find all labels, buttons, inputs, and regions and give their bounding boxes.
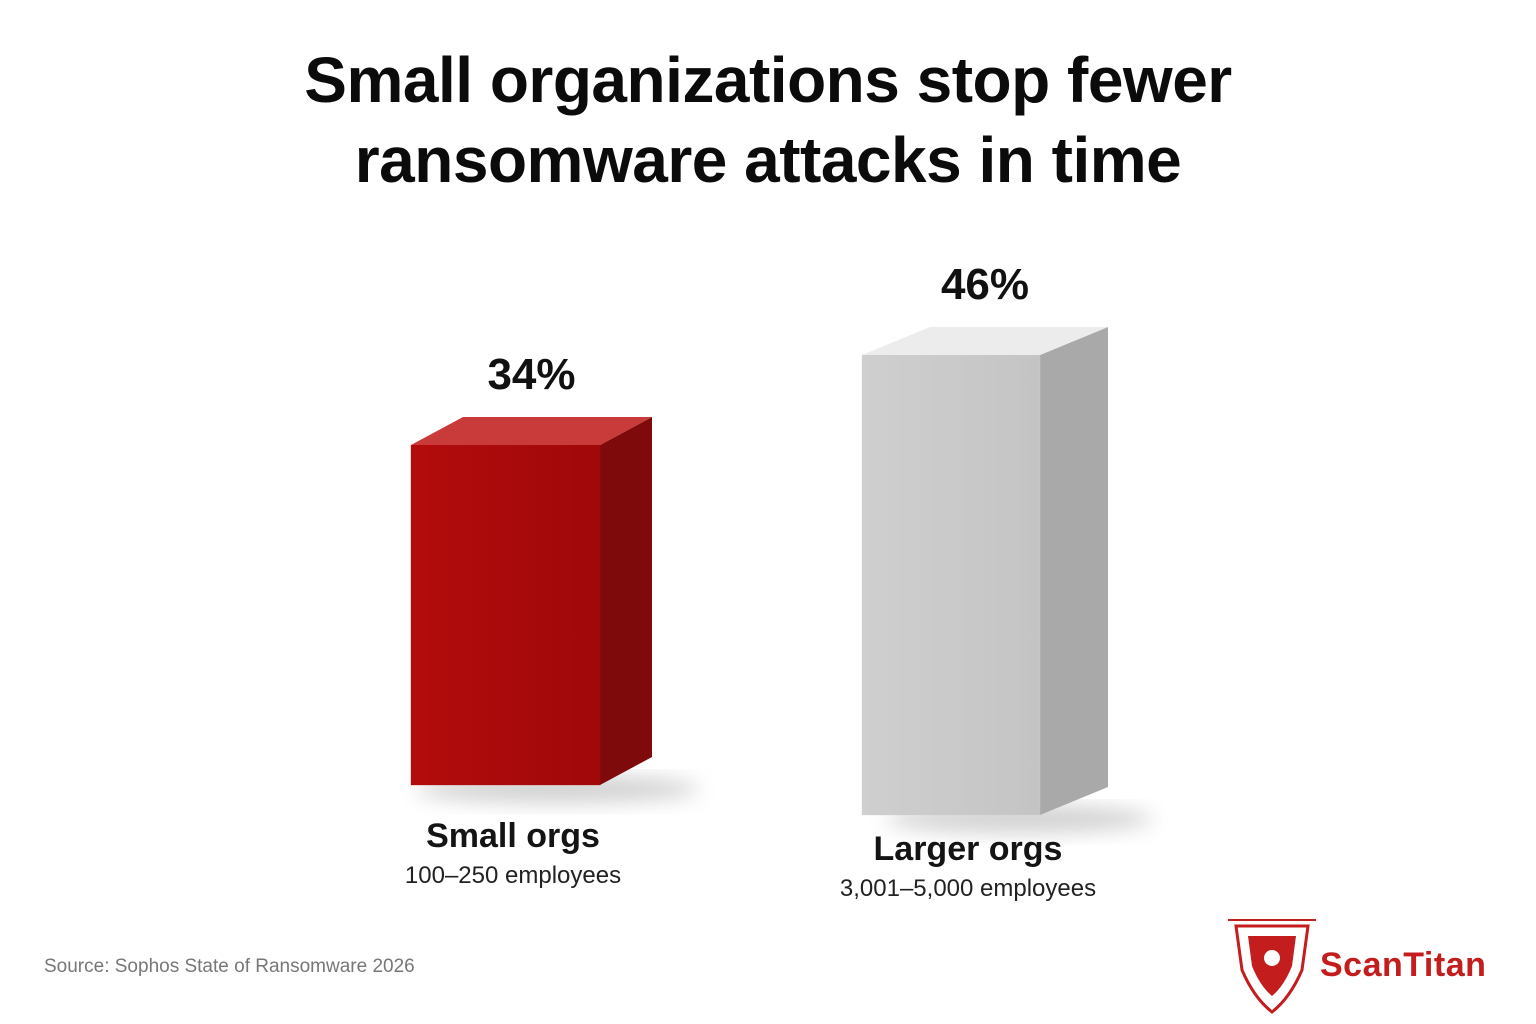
bar (410, 444, 601, 786)
bar-side (600, 417, 652, 785)
brand-name: ScanTitan (1320, 946, 1487, 984)
bar-top (862, 327, 1108, 355)
bar-side (1040, 327, 1108, 815)
category-note: 100–250 employees (405, 862, 621, 889)
bars: 34% Small orgs 100–250 employees 46% Larger … (405, 260, 1153, 902)
source-note: Source: Sophos State of Ransomware 2026 (44, 956, 415, 977)
bar (861, 354, 1041, 816)
value-label: 46% (941, 260, 1029, 309)
value-label: 34% (487, 350, 575, 399)
category-label: Small orgs (426, 817, 600, 855)
category-note: 3,001–5,000 employees (840, 875, 1096, 902)
bar-top (411, 417, 652, 445)
logo-shield (1228, 919, 1316, 1014)
chart-title: Small organizations stop fewer ransomwar… (304, 44, 1232, 196)
category-label: Larger orgs (874, 830, 1063, 868)
